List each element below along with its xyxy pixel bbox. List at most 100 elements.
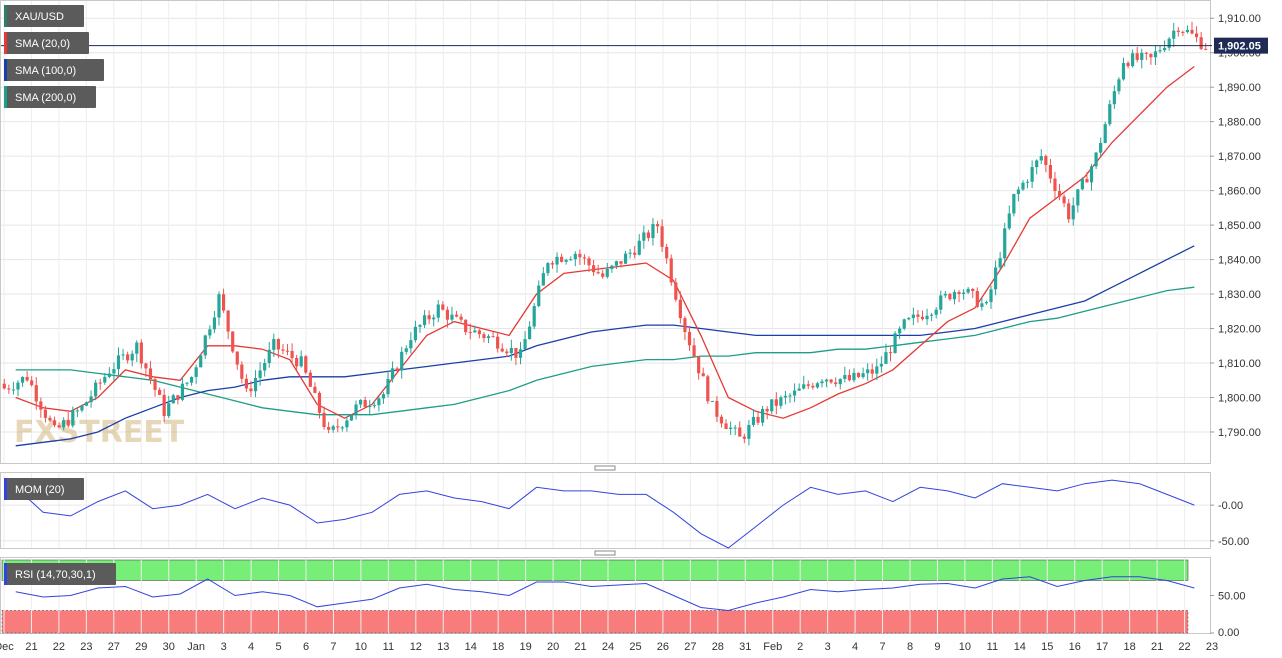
legend-momentum[interactable]: MOM (20) bbox=[4, 478, 84, 500]
candle-body bbox=[824, 379, 829, 382]
candle-body bbox=[761, 408, 765, 423]
candle-body bbox=[1112, 91, 1116, 105]
candle-body bbox=[450, 314, 454, 320]
legend-sma200[interactable]: SMA (200,0) bbox=[4, 86, 96, 108]
candle-body bbox=[888, 352, 893, 354]
candle-body bbox=[729, 427, 733, 429]
legend-symbol[interactable]: XAU/USD bbox=[4, 5, 84, 27]
time-tick-label: 20 bbox=[547, 641, 559, 653]
splitter-handle-1[interactable] bbox=[594, 465, 616, 471]
candle-body bbox=[815, 383, 820, 388]
candle-body bbox=[43, 409, 47, 418]
price-tick-label: 1,800.00 bbox=[1218, 392, 1261, 404]
legend-rsi[interactable]: RSI (14,70,30,1) bbox=[4, 563, 116, 585]
time-tick-label: 3 bbox=[221, 641, 227, 653]
price-tick-label: 1,910.00 bbox=[1218, 13, 1261, 25]
candle-body bbox=[993, 267, 998, 290]
candle-body bbox=[212, 317, 217, 330]
candle-body bbox=[1163, 47, 1167, 51]
time-tick-label: 31 bbox=[739, 641, 751, 653]
candle-body bbox=[715, 400, 719, 417]
price-tick-label: 1,810.00 bbox=[1218, 358, 1261, 370]
candle-body bbox=[939, 295, 943, 310]
candle-body bbox=[802, 384, 806, 389]
candle-body bbox=[48, 417, 52, 421]
momentum-panel-frame bbox=[0, 472, 1211, 549]
time-tick-label: 22 bbox=[53, 641, 65, 653]
candle-body bbox=[546, 263, 550, 274]
candle-body bbox=[975, 290, 979, 307]
legend-sma20[interactable]: SMA (20,0) bbox=[4, 32, 89, 54]
candle-body bbox=[733, 427, 737, 429]
candle-body bbox=[706, 376, 710, 402]
candle-body bbox=[605, 268, 609, 277]
candle-body bbox=[1117, 79, 1121, 92]
candle-body bbox=[902, 319, 906, 329]
candle-body bbox=[962, 292, 966, 295]
candle-body bbox=[34, 385, 38, 402]
candle-body bbox=[1121, 62, 1126, 80]
candle-body bbox=[1135, 53, 1139, 60]
candle-body bbox=[226, 310, 230, 332]
candle-body bbox=[372, 405, 376, 407]
legend-sma100[interactable]: SMA (100,0) bbox=[4, 59, 104, 81]
candle-body bbox=[272, 339, 276, 350]
candle-body bbox=[541, 273, 545, 286]
candle-body bbox=[263, 363, 267, 371]
candle-body bbox=[724, 423, 728, 429]
momentum-tick-label: -0.00 bbox=[1218, 500, 1243, 512]
candle-body bbox=[116, 355, 121, 370]
sma200-label: SMA (200,0) bbox=[15, 92, 76, 104]
candle-body bbox=[847, 374, 851, 381]
time-tick-label: 8 bbox=[907, 641, 913, 653]
x-axis-labels: Dec212223272930Jan3456710111213141819202… bbox=[0, 641, 1218, 653]
candle-body bbox=[884, 352, 888, 364]
candle-body bbox=[121, 354, 125, 356]
candle-body bbox=[7, 388, 11, 390]
candle-body bbox=[1025, 181, 1030, 183]
candle-body bbox=[820, 381, 824, 384]
candle-body bbox=[569, 259, 573, 261]
candle-body bbox=[313, 386, 317, 393]
panel-splitters[interactable] bbox=[594, 465, 616, 556]
last-price-tag: 1,902.05 bbox=[1214, 37, 1268, 54]
candle-body bbox=[180, 383, 185, 400]
candle-body bbox=[537, 285, 541, 307]
candle-body bbox=[642, 232, 646, 241]
candle-body bbox=[669, 258, 673, 283]
candle-body bbox=[1190, 29, 1194, 34]
candle-body bbox=[454, 314, 459, 317]
candle-body bbox=[770, 399, 774, 412]
candle-body bbox=[66, 420, 70, 426]
candle-body bbox=[386, 378, 390, 395]
candle-body bbox=[240, 364, 244, 379]
price-tick-label: 1,870.00 bbox=[1218, 151, 1261, 163]
candle-body bbox=[1172, 30, 1176, 39]
splitter-handle-2[interactable] bbox=[594, 550, 616, 556]
candle-body bbox=[893, 333, 897, 354]
candle-body bbox=[231, 331, 235, 352]
candle-body bbox=[637, 240, 641, 255]
candle-body bbox=[404, 348, 408, 352]
candle-body bbox=[719, 416, 724, 424]
candle-body bbox=[1030, 167, 1034, 182]
candle-body bbox=[1176, 30, 1180, 32]
rsi-zones bbox=[1, 559, 1189, 634]
candle-body bbox=[217, 294, 221, 318]
candle-body bbox=[879, 363, 883, 367]
candle-body bbox=[98, 382, 102, 384]
candle-body bbox=[1094, 152, 1098, 167]
price-tick-label: 1,830.00 bbox=[1218, 289, 1261, 301]
candle-body bbox=[363, 400, 367, 408]
candle-body bbox=[523, 339, 527, 350]
candle-body bbox=[500, 348, 504, 352]
candle-body bbox=[514, 348, 518, 358]
candle-body bbox=[16, 382, 20, 390]
candle-body bbox=[107, 373, 111, 377]
candle-body bbox=[856, 372, 861, 378]
time-tick-label: 13 bbox=[437, 641, 449, 653]
candle-body bbox=[340, 427, 344, 429]
candle-body bbox=[829, 379, 833, 383]
grid-layer bbox=[1, 1, 1214, 634]
